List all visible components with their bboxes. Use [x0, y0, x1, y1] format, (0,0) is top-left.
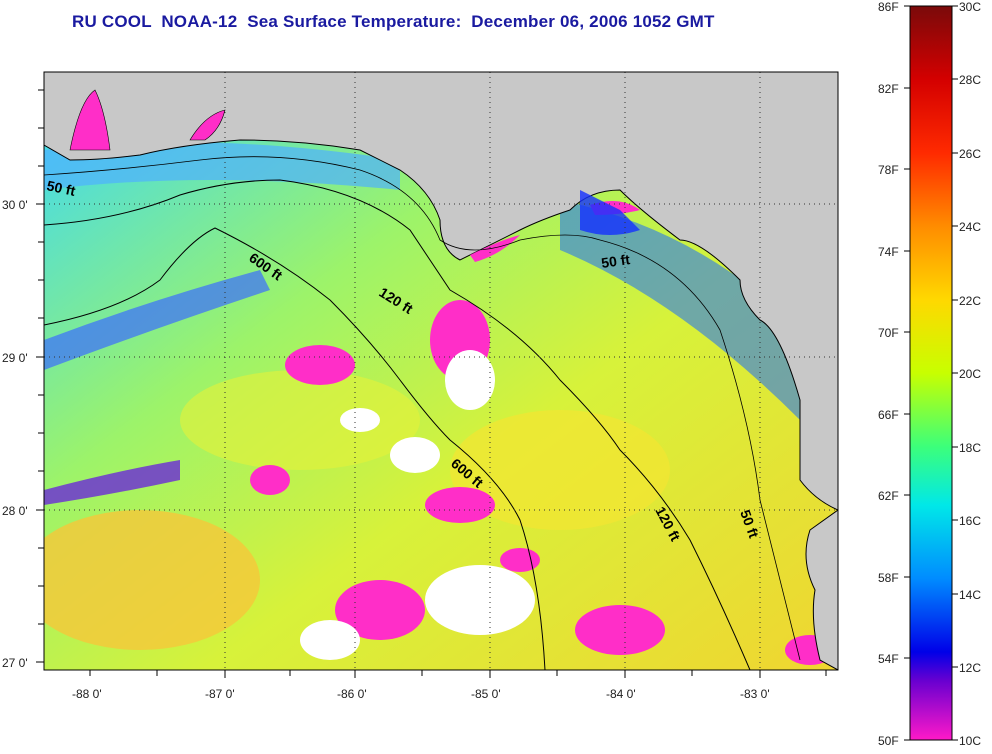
lon-label: -84 0': [606, 687, 636, 701]
colorbar: 86F 82F 78F 74F 70F 66F 62F 58F 54F 50F …: [878, 0, 981, 748]
bay: [470, 235, 520, 262]
lon-label: -83 0': [740, 687, 770, 701]
lat-label: 27 0': [2, 656, 28, 670]
colorbar-f-label: 50F: [878, 734, 899, 748]
colorbar-c-label: 28C: [959, 73, 981, 87]
colorbar-c-label: 26C: [959, 147, 981, 161]
colorbar-f-label: 70F: [878, 326, 899, 340]
contour-label: 50 ft: [45, 177, 77, 199]
colorbar-c-label: 22C: [959, 294, 981, 308]
cold-band: [44, 270, 270, 370]
warm-patch: [180, 370, 420, 470]
isobath-600: [44, 227, 546, 670]
warm-patch: [450, 410, 670, 530]
colorbar-f-label: 74F: [878, 245, 899, 259]
map-title: RU COOL NOAA-12 Sea Surface Temperature:…: [72, 12, 715, 31]
colorbar-f-label: 66F: [878, 408, 899, 422]
contour-label: 50 ft: [600, 251, 631, 271]
colorbar-gradient: [909, 5, 953, 741]
map-frame: [43, 71, 839, 671]
lat-label: 29 0': [2, 351, 28, 365]
lon-label: -88 0': [72, 687, 102, 701]
colorbar-f-label: 54F: [878, 652, 899, 666]
colorbar-c-label: 18C: [959, 441, 981, 455]
warm-patch: [44, 510, 260, 650]
colorbar-f-label: 86F: [878, 0, 899, 14]
colorbar-f-label: 62F: [878, 489, 899, 503]
nearshore-cold: [580, 190, 640, 235]
map-panel: 50 ft 600 ft 120 ft 50 ft 600 ft 120 ft …: [44, 72, 838, 670]
axis-ticks: [36, 89, 827, 678]
lat-label: 30 0': [2, 198, 28, 212]
colorbar-f-label: 78F: [878, 163, 899, 177]
colorbar-c-label: 30C: [959, 0, 981, 14]
colorbar-c-label: 24C: [959, 220, 981, 234]
bay: [69, 89, 111, 151]
bay: [189, 109, 226, 141]
colorbar-c-label: 14C: [959, 588, 981, 602]
cold-band: [44, 460, 180, 505]
lon-label: -87 0': [205, 687, 235, 701]
cloud-patches: [250, 300, 835, 665]
cold-band: [560, 200, 800, 420]
colorbar-f-label: 58F: [878, 571, 899, 585]
colorbar-c-label: 20C: [959, 367, 981, 381]
colorbar-f-label: 82F: [878, 82, 899, 96]
lon-label: -85 0': [471, 687, 501, 701]
colorbar-c-label: 16C: [959, 514, 981, 528]
land-area: [44, 72, 838, 511]
lon-label: -86 0': [337, 687, 367, 701]
lat-label: 28 0': [2, 504, 28, 518]
colorbar-c-label: 10C: [959, 734, 981, 748]
colorbar-c-label: 12C: [959, 661, 981, 675]
land-area: [805, 509, 838, 670]
isobath-120: [44, 179, 751, 670]
isobath-50: [44, 156, 801, 661]
